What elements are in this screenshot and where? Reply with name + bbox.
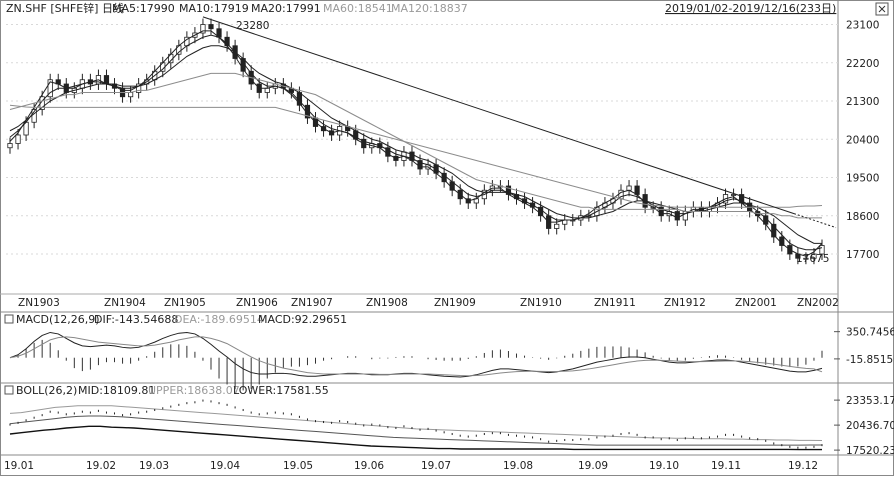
macd-dif-line [9, 331, 823, 378]
macd-dea-line [9, 336, 823, 377]
contract-label: ZN1906 [236, 297, 278, 309]
main-ytick-label: 20400 [846, 134, 879, 146]
macd-ytick-label: 350.7456 [846, 327, 894, 339]
ma-line-ma10 [9, 34, 823, 251]
main-ytick-label: 18600 [846, 211, 879, 223]
contract-label: ZN1903 [18, 297, 60, 309]
candle-body [136, 83, 142, 93]
high-annotation: 23280 [236, 20, 269, 32]
trendline [202, 16, 795, 215]
axis-labels: 23100 22200 21300 20400 19500 18600 17700 350.7… [4, 20, 894, 473]
ma60-label: MA60:18541 [323, 2, 393, 15]
candle-body [730, 194, 737, 196]
candle-body [771, 223, 777, 238]
macd-toggle-icon[interactable] [4, 314, 14, 324]
ma20-label: MA20:17991 [251, 2, 321, 15]
contract-label: ZN1907 [291, 297, 333, 309]
candle-body [127, 92, 134, 98]
boll-upper-line [9, 405, 823, 442]
macd-ytick-label: -15.85150 [846, 354, 894, 366]
candle-body [15, 134, 21, 144]
boll-panel [9, 399, 823, 451]
date-tick-label: 19.04 [210, 460, 240, 472]
boll-mid-line [9, 415, 822, 446]
candle-body [626, 185, 632, 191]
main-ytick-label: 19500 [846, 173, 879, 185]
boll-ytick-label: 20436.70 [846, 420, 894, 432]
candle-body [674, 211, 680, 221]
candle-body [803, 257, 809, 260]
ma-line-ma5 [9, 30, 823, 257]
main-ytick-label: 21300 [846, 96, 879, 108]
boll-lower-label: LOWER:17581.55 [233, 384, 329, 397]
date-tick-label: 19.08 [503, 460, 533, 472]
symbol-label: ZN.SHF [SHFE锌] 日线 [6, 1, 124, 15]
date-tick-label: 19.09 [578, 460, 608, 472]
candle-body [819, 245, 825, 255]
boll-lower-line [9, 425, 823, 451]
ma10-label: MA10:17919 [179, 2, 249, 15]
ma5-label: MA5:17990 [112, 2, 175, 15]
date-tick-label: 19.03 [139, 460, 169, 472]
candle-body [264, 87, 270, 93]
date-tick-label: 19.07 [421, 460, 451, 472]
macd-panel [9, 331, 823, 391]
date-range-label[interactable]: 2019/01/02-2019/12/16(233日) [665, 2, 836, 15]
candle-body [7, 143, 13, 149]
ma120-label: MA120:18837 [391, 2, 468, 15]
trendline-extension [793, 213, 837, 229]
candle-body [208, 24, 214, 30]
contract-label: ZN2001 [735, 297, 777, 309]
boll-ytick-label: 17520.23 [846, 445, 894, 457]
boll-ytick-label: 23353.17 [846, 395, 894, 407]
close-icon[interactable] [875, 2, 889, 16]
contract-label: ZN1911 [594, 297, 636, 309]
boll-toggle-icon[interactable] [4, 385, 14, 395]
date-tick-label: 19.02 [86, 460, 116, 472]
main-price-panel: ZN1903 ZN1904 ZN1905 ZN1906 ZN1907 ZN1908 ZN19… [0, 16, 839, 309]
boll-label: BOLL(26,2) [16, 384, 77, 397]
date-tick-label: 19.01 [4, 460, 34, 472]
ma-line-ma120 [9, 104, 823, 208]
candle-body [554, 223, 560, 229]
low-annotation: 17675 [796, 253, 829, 265]
date-tick-label: 19.10 [649, 460, 679, 472]
macd-value-label: MACD:92.29651 [258, 313, 347, 326]
main-ytick-label: 22200 [846, 58, 879, 70]
contract-label: ZN1910 [520, 297, 562, 309]
date-tick-label: 19.11 [711, 460, 741, 472]
candle-body [200, 24, 206, 34]
main-ytick-label: 23100 [846, 20, 879, 32]
contract-label: ZN1904 [104, 297, 146, 309]
boll-upper-label: UPPER:18638.07 [148, 384, 240, 397]
date-tick-label: 19.05 [283, 460, 313, 472]
date-tick-label: 19.12 [788, 460, 818, 472]
contract-label: ZN1908 [366, 297, 408, 309]
main-ytick-label: 17700 [846, 249, 879, 261]
contract-label: ZN2002 [797, 297, 839, 309]
boll-mid-label: MID:18109.81 [78, 384, 155, 397]
candle-body [811, 253, 817, 259]
contract-label: ZN1912 [664, 297, 706, 309]
macd-dif-label: DIF:-143.54688 [94, 313, 178, 326]
candle-body [47, 79, 53, 98]
contract-label: ZN1905 [164, 297, 206, 309]
contract-label: ZN1909 [434, 297, 476, 309]
macd-label: MACD(12,26,9) [16, 313, 100, 326]
macd-dea-label: DEA:-189.69514 [174, 313, 264, 326]
ma-line-ma60 [9, 72, 822, 219]
date-tick-label: 19.06 [354, 460, 384, 472]
